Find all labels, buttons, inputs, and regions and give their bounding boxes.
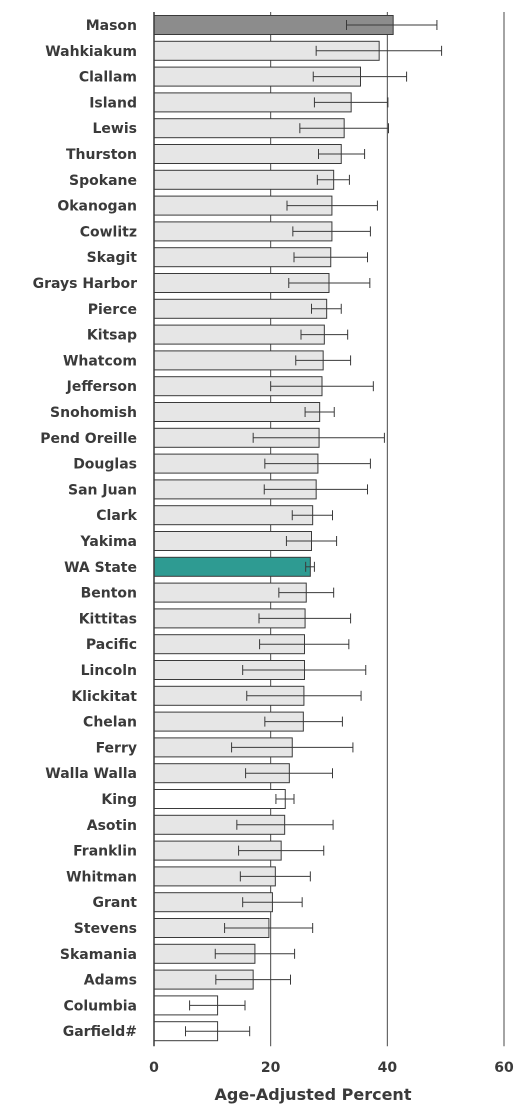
category-label: Benton xyxy=(81,586,137,602)
category-label: Franklin xyxy=(73,844,137,860)
category-label: Adams xyxy=(84,973,137,989)
category-label: King xyxy=(101,792,137,808)
category-label: Mason xyxy=(86,18,137,34)
category-label: Island xyxy=(89,95,137,111)
category-label: Klickitat xyxy=(71,689,137,705)
category-label: Snohomish xyxy=(50,405,137,421)
x-tick-label: 40 xyxy=(378,1060,398,1076)
bar xyxy=(153,556,311,577)
bar xyxy=(153,789,286,809)
bar xyxy=(153,505,314,526)
x-tick-label: 20 xyxy=(261,1060,281,1076)
category-label: Grant xyxy=(92,895,137,911)
gridlines xyxy=(270,12,505,1047)
category-label: Lewis xyxy=(93,121,137,137)
bar xyxy=(153,402,321,422)
category-label: Whitman xyxy=(66,869,137,885)
category-label: Thurston xyxy=(66,147,137,163)
category-label: Columbia xyxy=(63,998,137,1014)
category-label: Kittitas xyxy=(79,611,137,627)
category-label: Yakima xyxy=(80,534,137,550)
x-axis-title: Age-Adjusted Percent xyxy=(215,1085,412,1104)
category-label: Garfield# xyxy=(63,1024,137,1040)
bar xyxy=(153,298,328,319)
category-label: Wahkiakum xyxy=(45,44,137,60)
category-label: Asotin xyxy=(87,818,137,834)
x-tick-label: 60 xyxy=(494,1060,514,1076)
category-label: Skagit xyxy=(87,250,138,266)
category-label: Ferry xyxy=(96,740,137,756)
category-label: Whatcom xyxy=(63,353,137,369)
category-label: Pierce xyxy=(88,302,137,318)
category-label: Pend Oreille xyxy=(40,431,137,447)
category-label: Kitsap xyxy=(87,328,137,344)
category-label: Chelan xyxy=(83,715,137,731)
category-label: Lincoln xyxy=(81,663,137,679)
category-label: San Juan xyxy=(68,482,137,498)
category-label: Skamania xyxy=(60,947,137,963)
bar xyxy=(153,144,342,164)
category-label: Stevens xyxy=(74,921,137,937)
category-label: Douglas xyxy=(73,457,137,473)
category-label: WA State xyxy=(64,560,137,576)
x-tick-labels: 0 20 40 60 xyxy=(149,1060,514,1076)
category-label: Clallam xyxy=(79,70,137,86)
x-tick-label: 0 xyxy=(149,1060,159,1076)
category-labels: Mason Wahkiakum Clallam Island Lewis Thurston… xyxy=(33,18,138,1040)
category-label: Pacific xyxy=(86,637,137,653)
bar xyxy=(153,169,335,190)
category-label: Walla Walla xyxy=(45,766,137,782)
category-label: Okanogan xyxy=(57,199,137,215)
category-label: Spokane xyxy=(69,173,137,189)
category-label: Jefferson xyxy=(66,379,137,395)
bars xyxy=(153,15,443,1042)
category-label: Grays Harbor xyxy=(33,276,137,292)
category-label: Cowlitz xyxy=(80,224,137,240)
category-label: Clark xyxy=(96,508,137,524)
bar xyxy=(153,324,325,345)
